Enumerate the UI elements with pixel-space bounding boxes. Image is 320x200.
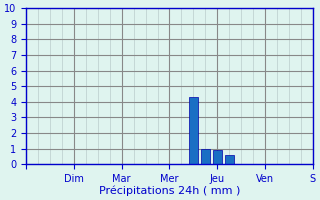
X-axis label: Précipitations 24h ( mm ): Précipitations 24h ( mm ) (99, 185, 240, 196)
Bar (201, 149, 210, 164)
Bar (225, 155, 234, 164)
Bar (213, 150, 222, 164)
Bar (189, 97, 198, 164)
